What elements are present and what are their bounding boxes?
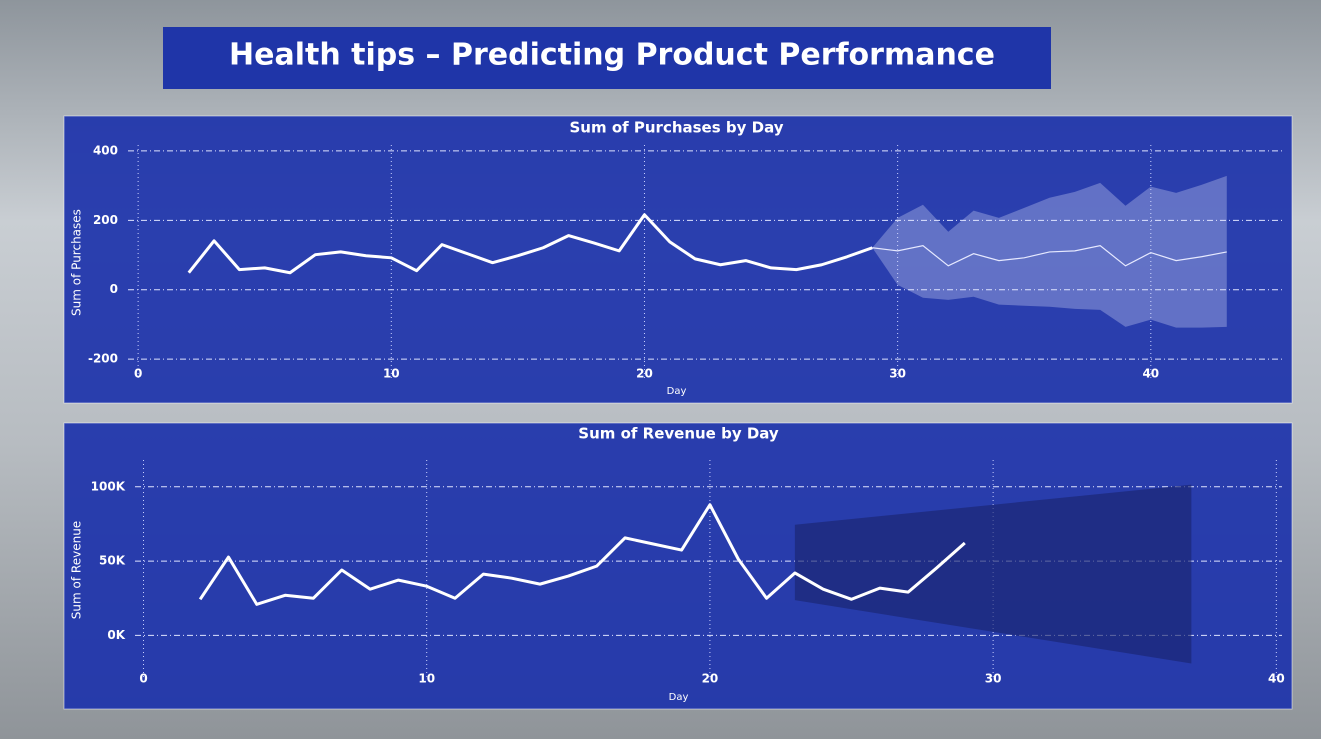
x-tick-label: 20 — [636, 367, 653, 381]
x-tick-label: 40 — [1142, 367, 1159, 381]
data-line — [198, 503, 966, 606]
x-tick-label: 30 — [985, 672, 1002, 686]
x-tick-label: 30 — [889, 367, 906, 381]
x-tick-label: 10 — [383, 367, 400, 381]
x-tick-label: 0 — [134, 367, 142, 381]
x-tick-label: 10 — [418, 672, 435, 686]
y-axis-title: Sum of Revenue — [70, 521, 84, 619]
y-axis-title: Sum of Purchases — [70, 209, 84, 316]
forecast-line — [872, 245, 1227, 267]
x-axis-title: Day — [667, 386, 687, 397]
title-box — [163, 27, 1051, 89]
x-tick-label: 40 — [1268, 672, 1285, 686]
chart-title: Sum of Purchases by Day — [569, 119, 783, 137]
forecast-band — [794, 484, 1192, 664]
x-axis-title: Day — [669, 692, 689, 703]
y-tick-label: 0K — [107, 628, 125, 642]
x-tick-label: 0 — [139, 672, 147, 686]
y-tick-label: -200 — [88, 352, 118, 366]
data-line — [187, 213, 873, 275]
y-tick-label: 200 — [93, 213, 118, 227]
chart-title: Sum of Revenue by Day — [578, 425, 779, 443]
y-tick-label: 0 — [110, 282, 118, 296]
y-tick-label: 50K — [99, 554, 126, 568]
y-tick-label: 100K — [91, 479, 126, 493]
page-title: Health tips – Predicting Product Perform… — [229, 38, 995, 73]
y-tick-label: 400 — [93, 143, 118, 157]
x-tick-label: 20 — [702, 672, 719, 686]
panel — [63, 115, 1293, 404]
